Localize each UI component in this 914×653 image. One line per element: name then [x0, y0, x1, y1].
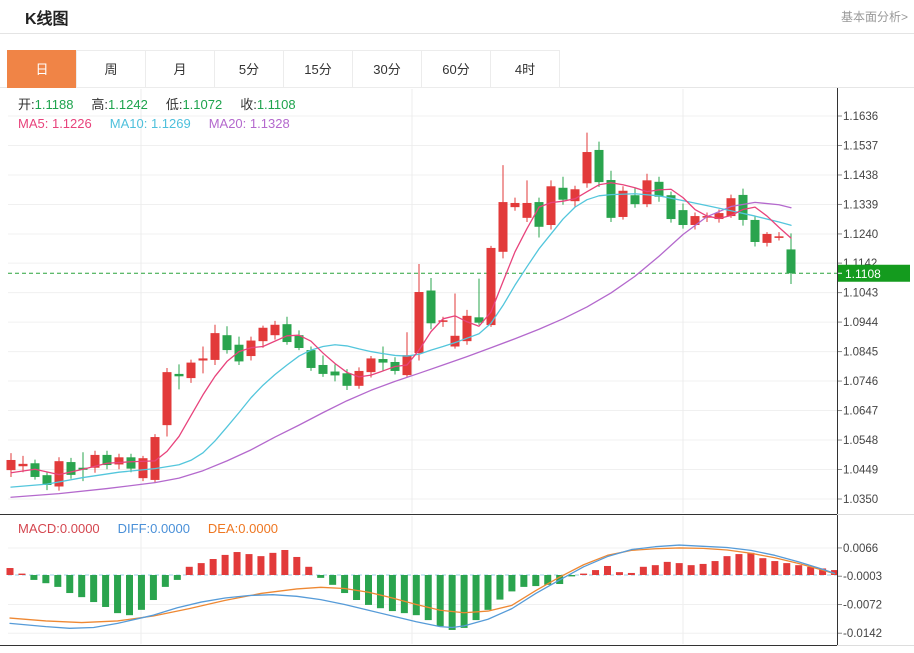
- macd-histogram: [6, 549, 839, 630]
- y-axis-label: 1.0449: [843, 465, 878, 477]
- ma5-line: [10, 182, 792, 476]
- tab-4hour[interactable]: 4时: [490, 50, 560, 88]
- tab-day[interactable]: 日: [7, 50, 77, 88]
- y-axis-label: 1.1043: [843, 288, 878, 300]
- macd-lines: [9, 544, 836, 629]
- tab-30min[interactable]: 30分: [352, 50, 422, 88]
- interval-tab-bar: 日 周 月 5分 15分 30分 60分 4时: [0, 50, 914, 88]
- current-price-badge: 1.1108: [838, 264, 910, 282]
- y-axis-label: 1.1636: [843, 111, 878, 123]
- price-grid: [8, 89, 837, 644]
- fundamental-analysis-link[interactable]: 基本面分析>: [840, 10, 908, 24]
- y-axis-label: 0.0066: [843, 543, 878, 555]
- y-axis-label: 1.0845: [843, 347, 878, 359]
- tab-month[interactable]: 月: [145, 50, 215, 88]
- ma10-line: [10, 193, 792, 488]
- panel-borders: [0, 88, 914, 646]
- y-axis-label: 1.1339: [843, 199, 878, 211]
- y-axis-label: 1.0944: [843, 317, 879, 329]
- price-axis: 1.16361.15371.14381.13391.12401.11421.10…: [838, 111, 879, 506]
- tab-60min[interactable]: 60分: [421, 50, 491, 88]
- y-axis-label: 1.0548: [843, 435, 878, 447]
- y-axis-label: -0.0142: [843, 628, 882, 640]
- header-divider: [0, 33, 914, 34]
- candlestick-series: [6, 132, 796, 491]
- page-title: K线图: [25, 11, 69, 28]
- ma20-line: [10, 201, 792, 498]
- tab-15min[interactable]: 15分: [283, 50, 353, 88]
- macd-axis: 0.0066 -0.0003 -0.0072 -0.0142: [838, 543, 882, 640]
- tab-5min[interactable]: 5分: [214, 50, 284, 88]
- y-axis-label: 1.0647: [843, 406, 878, 418]
- y-axis-label: -0.0072: [843, 600, 882, 612]
- y-axis-label: 1.1240: [843, 229, 878, 241]
- tab-week[interactable]: 周: [76, 50, 146, 88]
- y-axis-label: 1.0350: [843, 494, 878, 506]
- y-axis-label: 1.1537: [843, 140, 878, 152]
- y-axis-label: 1.1108: [845, 267, 881, 281]
- y-axis-label: 1.0746: [843, 376, 878, 388]
- y-axis-label: -0.0003: [843, 571, 882, 583]
- y-axis-label: 1.1438: [843, 170, 878, 182]
